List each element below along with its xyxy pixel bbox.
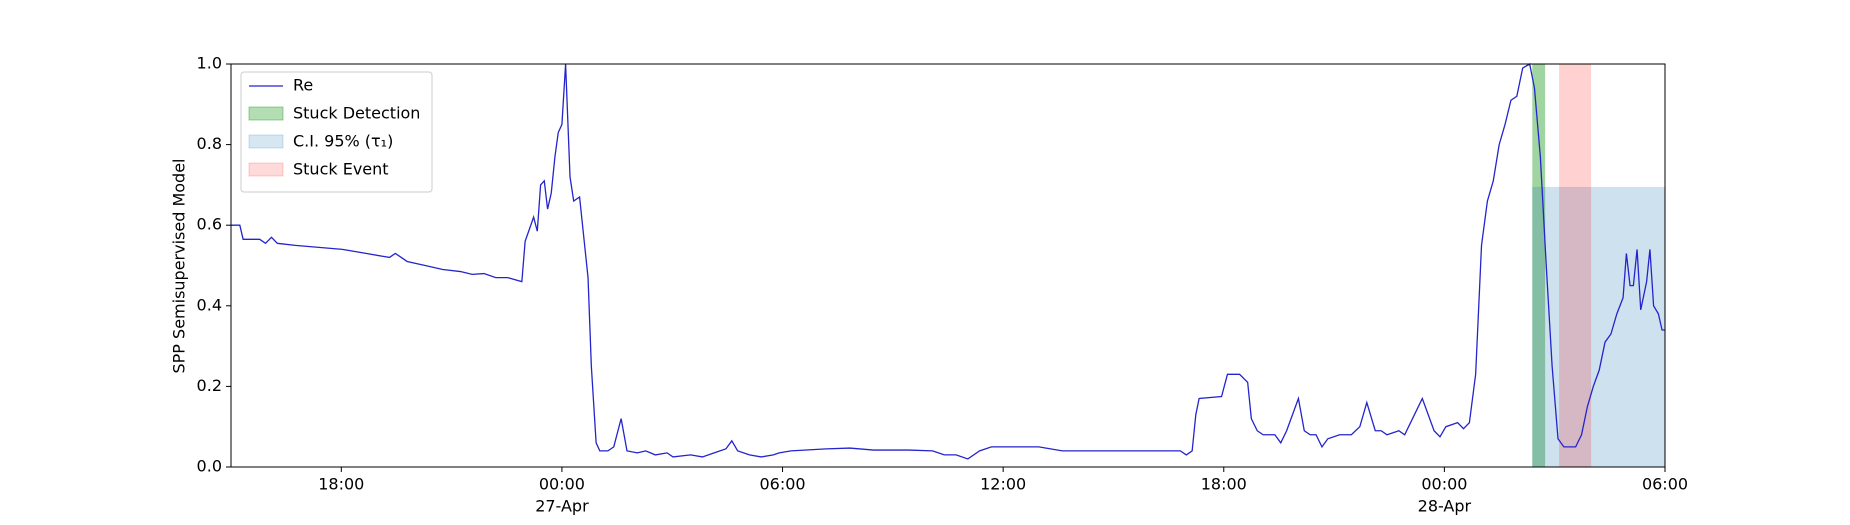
legend-label: Stuck Event — [293, 160, 389, 179]
legend-patch — [248, 134, 284, 149]
legend-patch — [248, 106, 284, 121]
x-tick-date: 27-Apr — [535, 497, 589, 516]
y-tick-label: 0.4 — [197, 295, 222, 314]
x-tick-label: 12:00 — [980, 475, 1026, 494]
legend-label: C.I. 95% (τ₁) — [293, 132, 393, 151]
x-tick-label: 18:00 — [318, 475, 364, 494]
span — [1532, 64, 1546, 467]
y-tick-label: 0.6 — [197, 215, 222, 234]
span — [1559, 64, 1592, 467]
span — [1532, 186, 1665, 468]
y-tick-label: 0.0 — [197, 457, 222, 476]
legend-frame — [240, 71, 433, 193]
x-tick-date: 28-Apr — [1418, 497, 1472, 516]
legend-label: Re — [293, 76, 313, 95]
plot-frame — [230, 63, 1666, 468]
x-tick-label: 06:00 — [759, 475, 805, 494]
x-tick-label: 18:00 — [1201, 475, 1247, 494]
y-tick-label: 0.2 — [197, 376, 222, 395]
legend-patch — [248, 162, 284, 177]
x-tick-label: 00:00 — [1421, 475, 1467, 494]
y-tick-label: 1.0 — [197, 54, 222, 73]
y-tick-label: 0.8 — [197, 134, 222, 153]
x-tick-label: 00:00 — [539, 475, 585, 494]
legend: Re Stuck Detection C.I. 95% (τ₁) Stuck Even… — [240, 71, 433, 193]
legend-label: Stuck Detection — [293, 104, 420, 123]
y-axis-label: SPP Semisupervised Model — [170, 159, 189, 374]
line — [231, 62, 1665, 460]
x-tick-label: 06:00 — [1642, 475, 1688, 494]
